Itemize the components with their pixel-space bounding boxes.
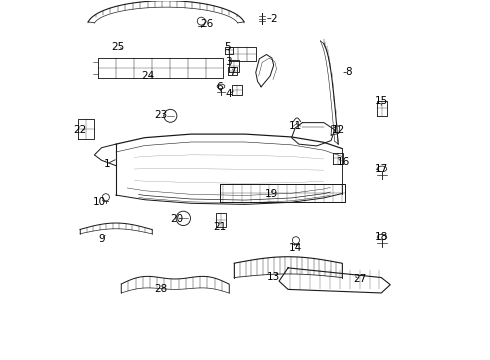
Text: 3: 3	[225, 57, 232, 67]
Text: 11: 11	[289, 121, 302, 131]
Text: 8: 8	[345, 67, 352, 77]
Text: 17: 17	[375, 164, 388, 174]
Text: 12: 12	[332, 125, 345, 135]
Text: 4: 4	[225, 89, 232, 99]
Text: 25: 25	[111, 42, 124, 52]
Text: 6: 6	[217, 82, 223, 92]
Text: 2: 2	[270, 14, 277, 24]
Text: 9: 9	[98, 234, 105, 244]
Text: 16: 16	[337, 157, 350, 167]
Text: 7: 7	[229, 67, 236, 77]
Text: 26: 26	[201, 19, 214, 29]
Text: 24: 24	[142, 71, 155, 81]
Text: 5: 5	[224, 42, 230, 52]
Text: 15: 15	[375, 96, 388, 106]
Text: 18: 18	[375, 232, 388, 242]
Text: 20: 20	[171, 215, 183, 224]
Text: 19: 19	[265, 189, 278, 199]
Text: 13: 13	[267, 272, 280, 282]
Text: 23: 23	[154, 111, 168, 121]
Text: 1: 1	[103, 159, 110, 169]
Text: 14: 14	[289, 243, 302, 253]
Text: 10: 10	[93, 197, 106, 207]
Text: 22: 22	[74, 125, 87, 135]
Text: 27: 27	[353, 274, 367, 284]
Text: 28: 28	[154, 284, 168, 294]
Text: 21: 21	[213, 222, 226, 231]
